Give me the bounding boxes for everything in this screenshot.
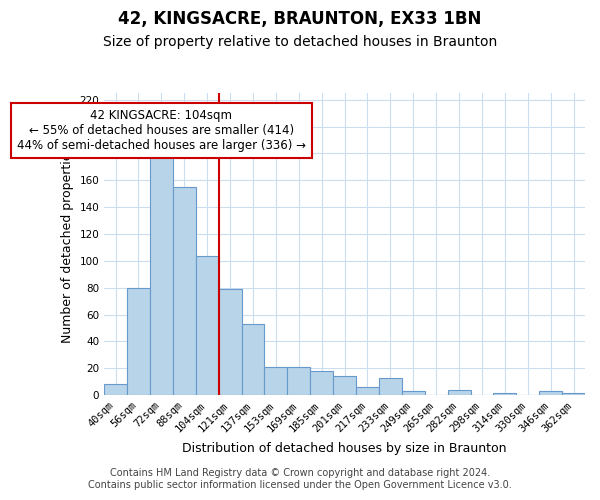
X-axis label: Distribution of detached houses by size in Braunton: Distribution of detached houses by size …: [182, 442, 507, 455]
Text: Contains HM Land Registry data © Crown copyright and database right 2024.
Contai: Contains HM Land Registry data © Crown c…: [88, 468, 512, 490]
Y-axis label: Number of detached properties: Number of detached properties: [61, 146, 74, 342]
Bar: [493, 392, 517, 395]
Bar: [173, 187, 196, 395]
Bar: [265, 367, 287, 395]
Bar: [356, 387, 379, 395]
Text: 42 KINGSACRE: 104sqm
← 55% of detached houses are smaller (414)
44% of semi-deta: 42 KINGSACRE: 104sqm ← 55% of detached h…: [17, 109, 306, 152]
Bar: [196, 256, 218, 395]
Bar: [104, 384, 127, 395]
Bar: [448, 390, 470, 395]
Bar: [242, 324, 265, 395]
Text: 42, KINGSACRE, BRAUNTON, EX33 1BN: 42, KINGSACRE, BRAUNTON, EX33 1BN: [118, 10, 482, 28]
Bar: [333, 376, 356, 395]
Bar: [539, 391, 562, 395]
Text: Size of property relative to detached houses in Braunton: Size of property relative to detached ho…: [103, 35, 497, 49]
Bar: [379, 378, 402, 395]
Bar: [310, 371, 333, 395]
Bar: [287, 367, 310, 395]
Bar: [402, 391, 425, 395]
Bar: [562, 392, 585, 395]
Bar: [127, 288, 150, 395]
Bar: [218, 289, 242, 395]
Bar: [150, 152, 173, 395]
